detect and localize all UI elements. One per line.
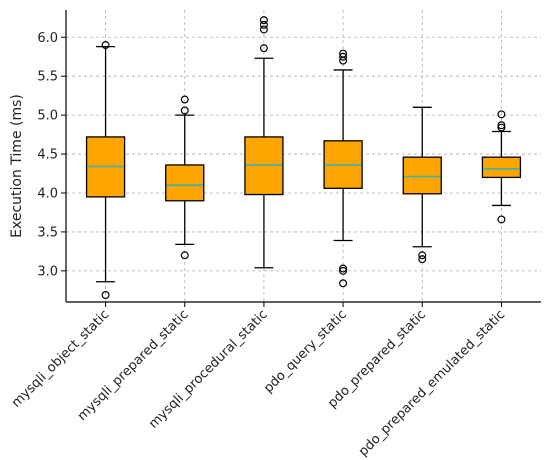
x-tick-label: pdo_prepared_emulated_static (356, 307, 508, 459)
axis-layer: 3.03.54.04.55.05.56.0mysqli_object_stati… (9, 10, 541, 459)
grid-layer (66, 10, 541, 302)
box-layer (85, 16, 522, 299)
outlier-point (339, 52, 348, 61)
box-pdo_prepared_static (402, 106, 442, 264)
outlier-point (418, 255, 427, 264)
iqr-box (165, 164, 205, 202)
outlier-point (259, 44, 268, 53)
outlier-point (339, 264, 348, 273)
y-tick-label: 3.5 (37, 225, 58, 240)
y-tick-label: 3.0 (37, 264, 58, 279)
y-tick-label: 4.5 (37, 148, 58, 163)
outlier-point (101, 290, 110, 299)
iqr-box (402, 156, 442, 195)
outlier-point (497, 215, 506, 224)
y-tick-label: 5.0 (37, 109, 58, 124)
y-tick-label: 6.0 (37, 31, 58, 46)
outlier-point (259, 16, 268, 25)
outlier-point (497, 121, 506, 130)
outlier-point (418, 251, 427, 260)
box-pdo_query_static (323, 49, 363, 288)
box-pdo_prepared_emulated_static (481, 110, 522, 224)
y-axis-title: Execution Time (ms) (9, 94, 25, 238)
outlier-point (180, 106, 189, 115)
outlier-point (259, 25, 268, 34)
outlier-point (180, 251, 189, 260)
outlier-point (339, 49, 348, 58)
box-mysqli_prepared_static (165, 95, 205, 260)
outlier-point (497, 110, 506, 119)
x-tick-label: pdo_query_static (261, 307, 350, 396)
outlier-point (101, 41, 110, 50)
outlier-point (180, 95, 189, 104)
y-tick-label: 5.5 (37, 70, 58, 85)
outlier-point (339, 279, 348, 288)
box-mysqli_object_static (85, 41, 126, 299)
y-tick-label: 4.0 (37, 186, 58, 201)
outlier-point (497, 123, 506, 132)
iqr-box (481, 156, 522, 179)
outlier-point (259, 20, 268, 29)
outlier-point (339, 266, 348, 275)
box-mysqli_procedural_static (244, 16, 284, 269)
